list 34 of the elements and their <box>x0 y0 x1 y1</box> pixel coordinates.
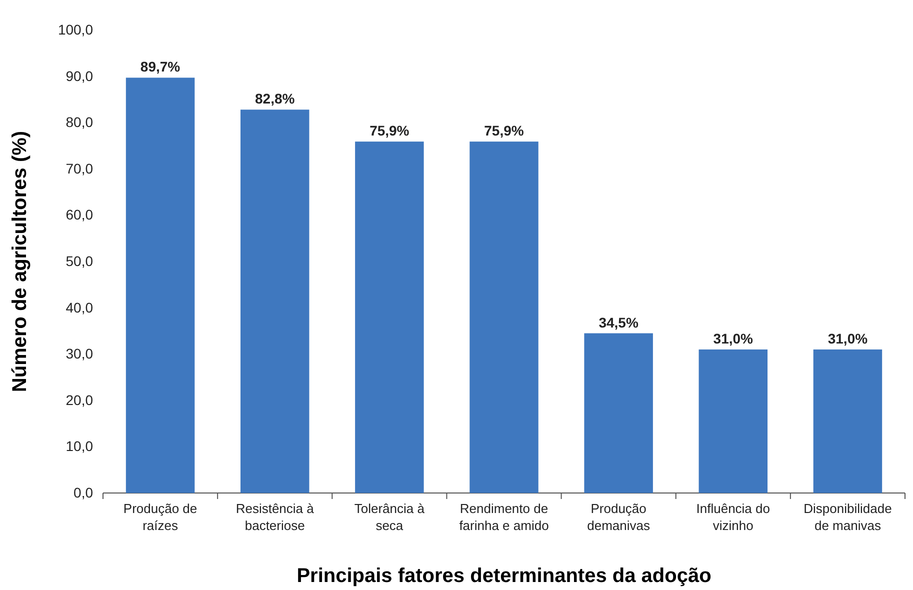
x-tick-label: Produção de raízes <box>123 501 198 533</box>
y-tick-label: 20,0 <box>66 392 94 408</box>
y-tick-label: 10,0 <box>66 438 94 454</box>
y-tick-label: 80,0 <box>66 114 94 130</box>
x-tick-label: Tolerância à seca <box>354 501 426 533</box>
x-tick-label: Influência do vizinho <box>696 501 770 533</box>
bar <box>584 333 653 493</box>
bar <box>240 110 310 493</box>
x-tick-label: Rendimento de farinha e amido <box>459 501 549 533</box>
bar <box>813 349 882 493</box>
data-label: 31,0% <box>828 330 868 346</box>
data-label: 89,7% <box>140 58 181 75</box>
y-tick-label: 100,0 <box>58 21 94 38</box>
bar <box>355 142 424 493</box>
x-tick-label: Resistência à bacteriose <box>236 501 315 533</box>
bar <box>698 349 768 493</box>
x-tick-label: Disponibilidade de manivas <box>804 501 892 533</box>
bar <box>126 78 195 493</box>
y-tick-label: 70,0 <box>66 160 94 176</box>
y-tick-label: 30,0 <box>66 346 94 362</box>
data-label: 31,0% <box>713 330 754 346</box>
y-tick-label: 60,0 <box>66 206 94 223</box>
bar <box>470 142 538 493</box>
y-tick-label: 40,0 <box>66 299 94 316</box>
data-label: 34,5% <box>598 314 639 330</box>
y-tick-label: 0,0 <box>74 484 94 500</box>
data-label: 75,9% <box>370 122 410 139</box>
data-label: 75,9% <box>484 122 524 139</box>
x-tick-label: Produção demanivas <box>587 501 650 533</box>
x-axis-title: Principais fatores determinantes da adoção <box>296 565 712 587</box>
data-label: 82,8% <box>255 90 296 107</box>
y-axis-title: Número de agricultores (%) <box>9 130 31 392</box>
y-tick-label: 50,0 <box>66 252 94 269</box>
y-tick-label: 90,0 <box>66 68 94 84</box>
